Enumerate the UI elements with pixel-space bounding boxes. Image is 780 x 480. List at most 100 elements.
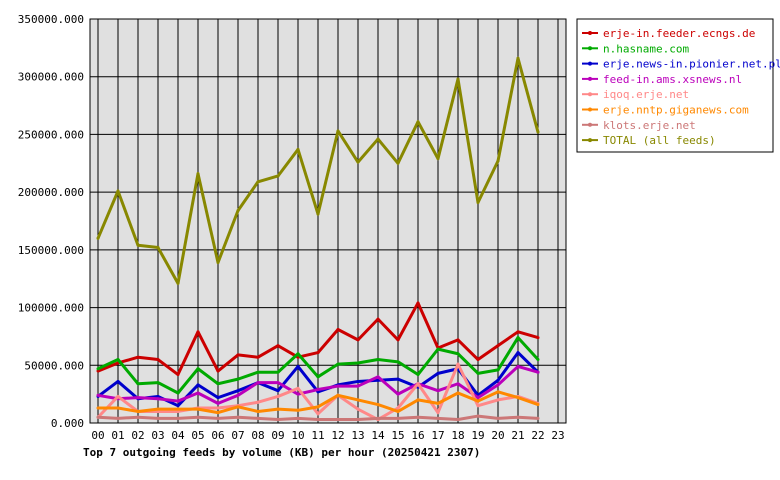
legend-marker	[588, 76, 592, 81]
legend-marker	[588, 61, 592, 66]
data-point	[296, 408, 300, 412]
data-point	[496, 378, 500, 382]
data-point	[496, 390, 500, 394]
data-point	[416, 301, 420, 305]
x-tick-label: 04	[171, 429, 185, 442]
data-point	[316, 212, 320, 216]
data-point	[96, 236, 100, 240]
x-tick-label: 15	[391, 429, 404, 442]
legend-marker	[588, 92, 592, 97]
data-point	[216, 396, 220, 400]
data-point	[476, 201, 480, 205]
x-tick-label: 00	[91, 429, 104, 442]
data-point	[496, 159, 500, 163]
data-point	[236, 405, 240, 409]
x-tick-label: 23	[551, 429, 564, 442]
data-point	[496, 383, 500, 387]
data-point	[336, 129, 340, 133]
x-tick-label: 20	[491, 429, 504, 442]
x-tick-label: 06	[211, 429, 224, 442]
x-axis-tick-labels: 00 01 02 03 04 05 06 07 08 09 10 11 12 13 14 15 16 17 18 19…	[91, 429, 564, 442]
data-point	[96, 369, 100, 373]
data-point	[276, 394, 280, 398]
data-point	[376, 403, 380, 407]
data-point	[396, 409, 400, 413]
chart-title: Top 7 outgoing feeds by volume (KB) per …	[83, 446, 480, 459]
data-point	[396, 377, 400, 381]
data-point	[416, 120, 420, 124]
data-point	[476, 399, 480, 403]
plot-area	[90, 19, 566, 423]
y-tick-label: 300000.000	[18, 71, 84, 84]
data-point	[276, 344, 280, 348]
legend-label: feed-in.ams.xsnews.nl	[603, 73, 742, 86]
data-point	[536, 416, 540, 420]
data-point	[516, 336, 520, 340]
data-point	[316, 375, 320, 379]
data-point	[116, 416, 120, 420]
legend-marker	[588, 46, 592, 51]
data-point	[436, 371, 440, 375]
data-point	[336, 418, 340, 422]
x-tick-label: 18	[451, 429, 464, 442]
data-point	[516, 56, 520, 60]
data-point	[356, 398, 360, 402]
data-point	[476, 371, 480, 375]
data-point	[276, 381, 280, 385]
data-point	[156, 394, 160, 398]
data-point	[156, 381, 160, 385]
data-point	[276, 418, 280, 422]
data-point	[456, 362, 460, 366]
data-point	[296, 416, 300, 420]
data-point	[176, 281, 180, 285]
data-point	[156, 416, 160, 420]
data-point	[536, 358, 540, 362]
x-tick-label: 14	[371, 429, 385, 442]
data-point	[256, 381, 260, 385]
x-tick-label: 21	[511, 429, 524, 442]
data-point	[316, 388, 320, 392]
data-point	[236, 389, 240, 393]
data-point	[416, 382, 420, 386]
y-tick-label: 50000.000	[24, 359, 84, 372]
data-point	[296, 386, 300, 390]
data-point	[296, 364, 300, 368]
data-point	[516, 364, 520, 368]
data-point	[136, 355, 140, 359]
legend-label: iqoq.erje.net	[603, 88, 689, 101]
x-tick-label: 16	[411, 429, 424, 442]
legend-box	[576, 18, 774, 153]
data-point	[456, 352, 460, 356]
data-point	[276, 407, 280, 411]
data-point	[376, 378, 380, 382]
data-point	[536, 370, 540, 374]
data-point	[216, 261, 220, 265]
data-point	[296, 352, 300, 356]
data-point	[256, 416, 260, 420]
y-tick-label: 100000.000	[18, 302, 84, 315]
data-point	[336, 393, 340, 397]
data-point	[436, 416, 440, 420]
data-point	[236, 377, 240, 381]
data-point	[136, 396, 140, 400]
data-point	[376, 137, 380, 141]
data-point	[216, 382, 220, 386]
data-point	[396, 392, 400, 396]
data-point	[176, 391, 180, 395]
data-point	[496, 368, 500, 372]
data-point	[116, 189, 120, 193]
data-point	[196, 407, 200, 411]
data-point	[436, 411, 440, 415]
data-point	[376, 358, 380, 362]
x-tick-label: 17	[431, 429, 444, 442]
data-point	[216, 406, 220, 410]
data-point	[396, 406, 400, 410]
data-point	[216, 401, 220, 405]
data-point	[136, 243, 140, 247]
data-point	[456, 418, 460, 422]
y-tick-label: 250000.000	[18, 128, 84, 141]
y-tick-label: 0.000	[51, 417, 84, 430]
data-point	[96, 415, 100, 419]
legend-label: erje.nntp.giganews.com	[603, 104, 749, 117]
data-point	[516, 330, 520, 334]
